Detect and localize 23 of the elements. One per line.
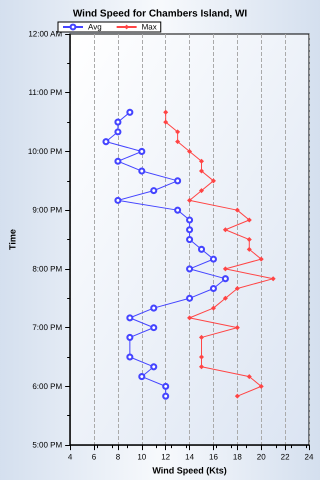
x-tick-label: 16 — [209, 452, 218, 462]
x-axis-title: Wind Speed (Kts) — [152, 466, 227, 476]
y-tick-label: 5:00 PM — [32, 440, 62, 450]
x-tick-label: 12 — [161, 452, 171, 462]
chart-title: Wind Speed for Chambers Island, WI — [72, 8, 248, 20]
x-tick-label: 10 — [137, 452, 147, 462]
y-axis-title: Time — [8, 229, 18, 250]
x-tick-label: 6 — [92, 452, 97, 462]
y-tick-label: 7:00 PM — [32, 323, 62, 332]
legend-label: Max — [142, 22, 157, 32]
y-tick-label: 9:00 PM — [32, 206, 62, 215]
y-tick-label: 11:00 PM — [28, 88, 62, 98]
y-tick-label: 10:00 PM — [28, 146, 62, 156]
x-tick-label: 18 — [232, 452, 242, 462]
x-tick-label: 8 — [116, 452, 121, 462]
legend-label: Avg — [88, 22, 102, 32]
y-tick-label: 6:00 PM — [32, 382, 62, 391]
x-tick-label: 24 — [304, 452, 314, 462]
x-tick-label: 14 — [185, 452, 195, 462]
x-tick-label: 20 — [256, 452, 266, 462]
y-tick-label: 8:00 PM — [32, 264, 62, 274]
x-tick-label: 4 — [68, 452, 73, 462]
x-tick-label: 22 — [280, 452, 290, 462]
